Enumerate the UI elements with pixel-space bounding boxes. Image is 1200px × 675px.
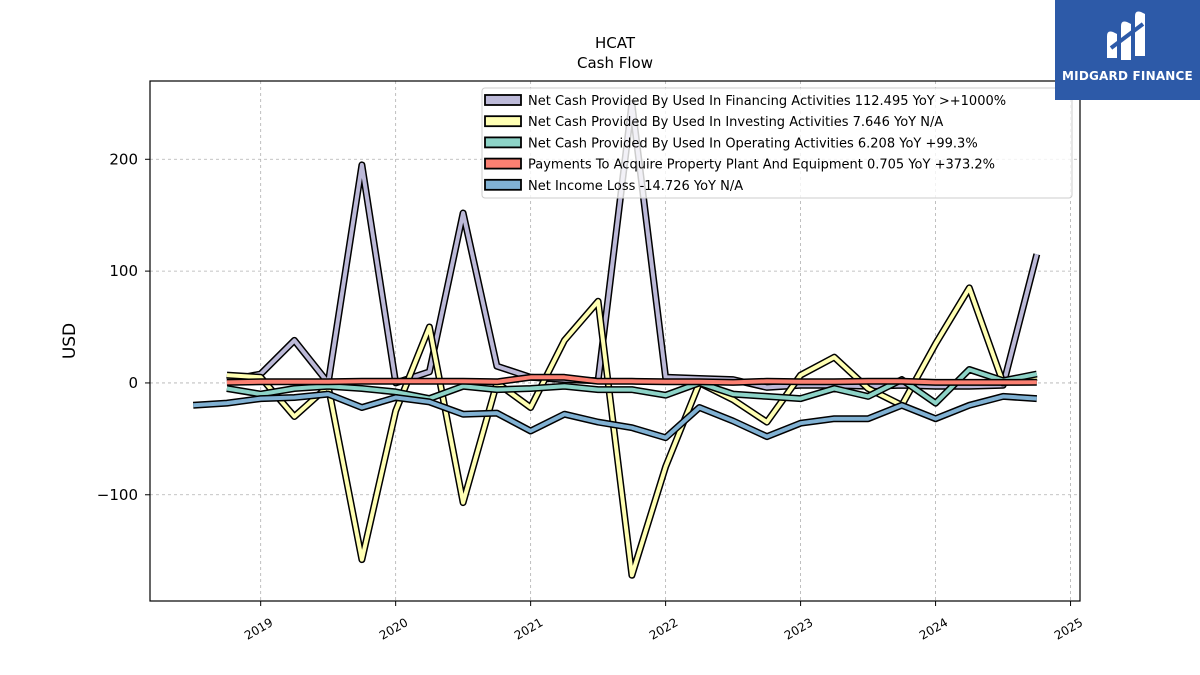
series-line [226,373,1037,386]
legend-entry: Net Income Loss -14.726 YoY N/A [528,179,743,194]
x-tick-label: 2020 [377,615,410,642]
x-tick-label: 2024 [917,615,950,642]
series-stroke [193,392,1037,440]
midgard-logo-icon [1107,11,1145,60]
midgard-finance-logo: MIDGARD FINANCE [1055,0,1200,100]
x-tick-label: 2023 [782,615,815,642]
chart-subtitle: Cash Flow [577,54,653,72]
x-tick-label: 2022 [647,615,680,642]
y-tick-label: 200 [109,150,138,168]
axes: 2019 2020 2021 2022 2023 2024 2025 −100 0 100 200 [97,150,1085,642]
series-stroke [226,375,1037,385]
y-tick-label: 0 [128,374,138,392]
chart-title: HCAT [595,34,636,52]
series-outline [226,284,1038,579]
legend-entry: Net Cash Provided By Used In Financing A… [528,94,1006,109]
plot-frame [149,80,1081,602]
y-tick-label: −100 [97,486,138,504]
series-stroke [226,285,1038,578]
x-tick-label: 2025 [1052,615,1085,642]
legend-swatch [484,178,522,191]
legend-entry: Net Cash Provided By Used In Operating A… [528,136,978,151]
legend-entry: Payments To Acquire Property Plant And E… [528,158,995,173]
series-line [192,390,1038,442]
legend-entry: Net Cash Provided By Used In Investing A… [528,115,943,130]
legend-swatch [484,157,522,170]
x-tick-label: 2019 [242,615,275,642]
legend-swatch [484,136,522,149]
legend-swatch [484,94,522,106]
legend-box [481,87,1073,199]
y-tick-label: 100 [109,262,138,280]
series-line [226,284,1038,579]
legend: Net Cash Provided By Used In Financing A… [481,87,1073,199]
legend-swatch [484,115,522,128]
brand-name: MIDGARD FINANCE [1062,69,1193,83]
x-tick-label: 2021 [512,615,545,642]
y-axis-label: USD [60,323,80,359]
